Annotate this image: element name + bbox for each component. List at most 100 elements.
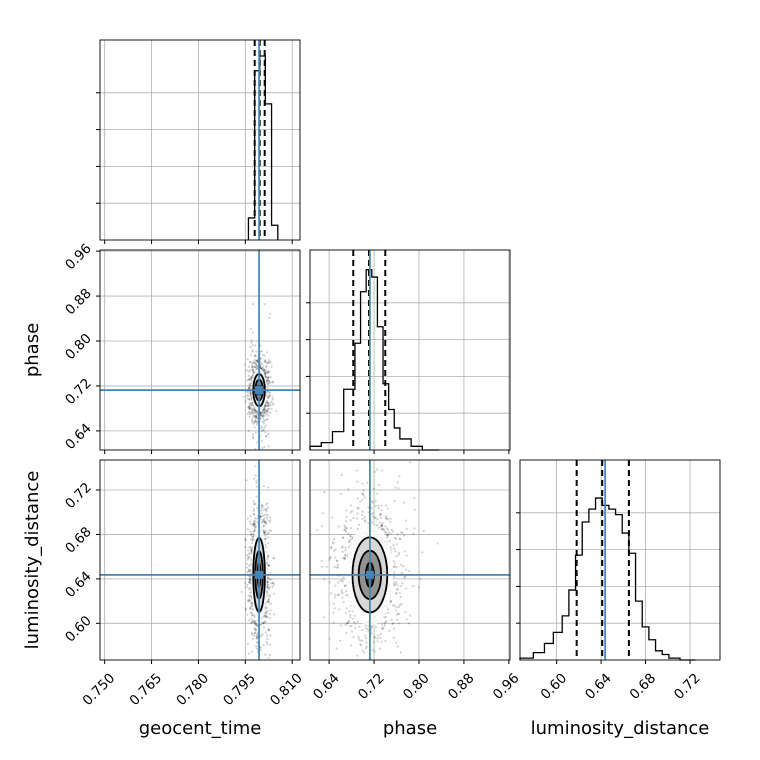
sample-point (266, 379, 269, 382)
sample-point (260, 634, 263, 637)
sample-point (371, 500, 374, 503)
sample-point (266, 379, 270, 382)
sample-point (349, 625, 352, 628)
sample-point (251, 633, 254, 636)
sample-point (248, 530, 252, 533)
sample-point (249, 360, 252, 363)
sample-point (259, 350, 262, 353)
sample-point (384, 504, 388, 507)
sample-point (256, 421, 259, 424)
sample-point (248, 383, 251, 386)
sample-point (273, 613, 276, 616)
sample-point (249, 383, 252, 386)
sample-point (246, 554, 249, 557)
sample-point (249, 569, 252, 572)
sample-point (260, 412, 263, 415)
sample-point (260, 503, 264, 506)
sample-point (263, 369, 266, 372)
sample-point (248, 564, 251, 567)
sample-point (265, 546, 268, 549)
sample-point (396, 588, 399, 591)
sample-point (344, 546, 347, 550)
sample-point (386, 518, 390, 521)
sample-point (405, 519, 408, 522)
sample-point (376, 524, 379, 527)
sample-point (266, 404, 269, 407)
sample-point (345, 607, 348, 610)
sample-point (394, 562, 397, 565)
sample-point (272, 583, 275, 587)
sample-point (267, 395, 270, 398)
sample-point (323, 490, 326, 494)
sample-point (344, 623, 347, 627)
sample-point (259, 363, 262, 367)
sample-point (263, 532, 266, 535)
sample-point (266, 581, 269, 584)
sample-point (402, 661, 404, 663)
sample-point (260, 430, 263, 433)
sample-point (334, 584, 337, 587)
sample-point (266, 404, 269, 407)
sample-point (268, 520, 271, 524)
sample-point (375, 626, 378, 629)
sample-point (265, 516, 268, 519)
sample-point (252, 522, 255, 525)
sample-point (336, 581, 340, 584)
sample-point (413, 508, 416, 511)
sample-point (361, 513, 364, 517)
joint-panel-phase-luminosity_distance-background (310, 460, 510, 660)
sample-point (383, 624, 386, 627)
sample-point (369, 665, 371, 667)
sample-point (384, 525, 387, 528)
sample-point (341, 550, 344, 554)
sample-point (268, 578, 271, 581)
sample-point (247, 374, 250, 377)
sample-point (252, 523, 256, 526)
sample-point (263, 508, 266, 511)
sample-point (262, 365, 265, 368)
sample-point (254, 448, 257, 450)
sample-point (266, 586, 270, 590)
sample-point (358, 523, 361, 526)
sample-point (354, 666, 356, 668)
sample-point (248, 580, 251, 583)
sample-point (259, 648, 262, 652)
sample-point (361, 639, 364, 642)
sample-point (256, 365, 259, 368)
sample-point (348, 619, 351, 623)
sample-point (404, 611, 407, 614)
joint-panel-geocent_time-luminosity_distance: 0.750 0.765 0.780 0.795 0.810 0.60 0.64 0.68 0.7… (62, 459, 306, 709)
sample-point (332, 542, 335, 545)
sample-point (266, 563, 270, 567)
sample-point (266, 518, 269, 522)
sample-point (344, 520, 347, 523)
sample-point (249, 586, 252, 589)
sample-point (256, 635, 259, 638)
truth-marker (255, 386, 264, 395)
sample-point (251, 412, 254, 415)
sample-point (320, 560, 323, 563)
sample-point (251, 637, 254, 640)
sample-point (267, 564, 271, 567)
sample-point (348, 670, 350, 672)
sample-point (275, 410, 278, 413)
sample-point (244, 607, 247, 610)
sample-point (253, 416, 256, 419)
sample-point (252, 509, 255, 512)
sample-point (249, 391, 252, 395)
sample-point (248, 404, 251, 407)
sample-point (253, 622, 256, 625)
sample-point (398, 591, 401, 595)
sample-point (269, 602, 272, 606)
sample-point (376, 518, 379, 521)
sample-point (254, 363, 257, 366)
sample-point (261, 367, 264, 370)
sample-point (353, 614, 356, 617)
sample-point (260, 362, 263, 365)
sample-point (394, 583, 397, 586)
sample-point (260, 427, 263, 430)
sample-point (250, 604, 254, 607)
sample-point (400, 603, 403, 606)
sample-point (271, 402, 274, 405)
sample-point (251, 331, 254, 334)
